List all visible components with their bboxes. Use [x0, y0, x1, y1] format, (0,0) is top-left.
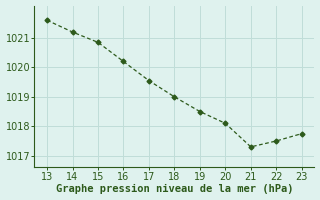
- X-axis label: Graphe pression niveau de la mer (hPa): Graphe pression niveau de la mer (hPa): [56, 184, 293, 194]
